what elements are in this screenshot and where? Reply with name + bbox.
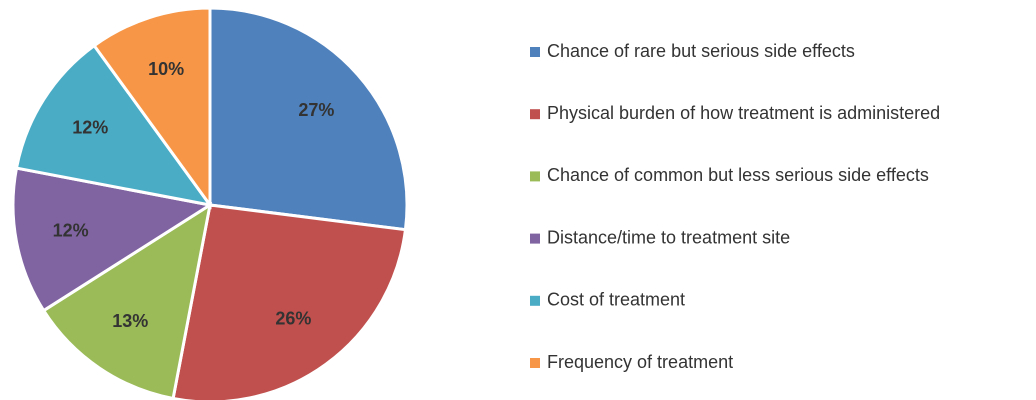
data-label: 26% [275,309,311,329]
legend-label: Chance of rare but serious side effects [547,41,855,61]
pie-slice [14,43,214,208]
legend-label: Cost of treatment [547,290,685,310]
pie-slice [11,166,215,313]
legend-label: Distance/time to treatment site [547,227,790,247]
data-label: 13% [112,311,148,331]
legend-label: Frequency of treatment [547,352,733,372]
pie-slice [41,201,213,400]
legend-swatch [530,47,540,57]
legend-swatch [530,171,540,182]
legend-swatch [530,358,540,368]
data-label: 27% [298,100,334,120]
data-label: 12% [72,118,108,138]
pie-slice [92,6,212,210]
data-label: 10% [148,59,184,79]
pie-slice [208,6,409,232]
legend-label: Physical burden of how treatment is admi… [547,103,940,123]
legend-swatch [530,109,540,120]
legend-swatch [530,295,540,306]
legend-swatch [530,233,540,244]
legend-label: Chance of common but less serious side e… [547,165,929,185]
data-label: 12% [53,220,89,240]
pie-slice [171,203,408,400]
